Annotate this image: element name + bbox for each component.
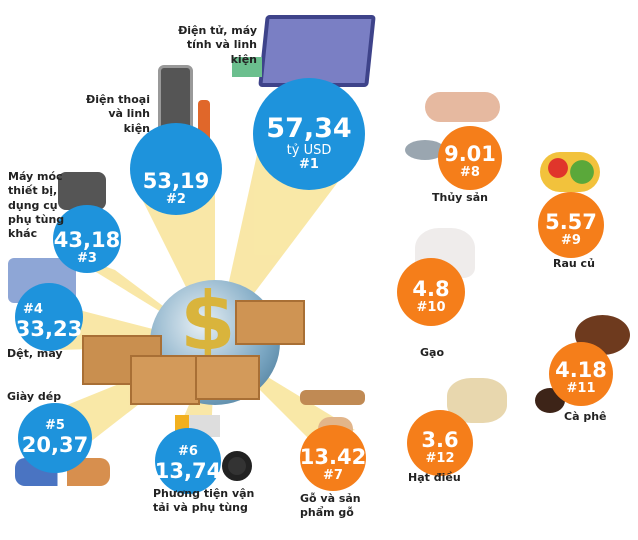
item-value: 20,37 (21, 432, 89, 457)
item-rank: #3 (77, 251, 97, 267)
item-rank: #11 (566, 381, 596, 397)
item-rank: #4 (23, 302, 43, 318)
item-value: 53,19 (142, 169, 210, 194)
item-1-label: Điện tử, máy tính và linh kiện (178, 24, 257, 66)
tire-icon (222, 451, 252, 481)
item-4-circle: #4 33,23 (15, 283, 83, 351)
item-6-circle: #6 13,74 (155, 428, 221, 494)
boxes-icon (195, 355, 260, 400)
item-value: 9.01 (444, 142, 496, 167)
item-5-label: Giày dép (7, 390, 62, 403)
item-value: 5.57 (545, 210, 597, 235)
item-4-label: Dệt, may (7, 347, 63, 360)
item-9-circle: 5.57 #9 (538, 192, 604, 258)
shrimp-icon (425, 92, 500, 122)
item-9-label: Rau củ (553, 257, 595, 270)
item-value: 13.42 (299, 445, 367, 470)
item-10-label: Gạo (420, 346, 445, 359)
item-12-circle: 3.6 #12 (407, 410, 473, 476)
item-value: 33,23 (15, 316, 83, 341)
item-value: 57,34 (266, 112, 352, 144)
item-value: 4.18 (555, 358, 607, 383)
item-10-circle: 4.8 #10 (397, 258, 465, 326)
item-rank: #2 (166, 192, 186, 208)
item-rank: #1 (299, 156, 319, 172)
item-rank: #7 (323, 468, 343, 484)
bench-icon (300, 390, 365, 405)
item-3-label: Máy móc thiết bị, dụng cụ phụ tùng khác (8, 170, 65, 241)
item-11-circle: 4.18 #11 (549, 342, 613, 406)
item-rank: #12 (425, 451, 455, 467)
item-value: 3.6 (421, 428, 459, 453)
item-rank: #8 (460, 165, 480, 181)
item-value: 43,18 (53, 228, 121, 253)
item-8-circle: 9.01 #8 (438, 126, 502, 190)
item-6-label: Phương tiện vận tải và phụ tùng (153, 487, 255, 515)
item-rank: #6 (178, 444, 198, 460)
engine-icon (58, 172, 106, 210)
item-8-label: Thủy sản (432, 191, 488, 204)
item-rank: #9 (561, 233, 581, 249)
item-2-circle: 53,19 #2 (130, 123, 222, 215)
item-1-circle: 57,34 tỷ USD #1 (253, 78, 365, 190)
item-12-label: Hạt điều (408, 471, 461, 484)
dollar-sign-icon: $ (180, 275, 236, 368)
item-value: 13,74 (154, 458, 222, 483)
item-11-label: Cà phê (564, 410, 607, 423)
unit-label: tỷ USD (286, 142, 332, 158)
item-3-circle: 43,18 #3 (53, 205, 121, 273)
item-5-circle: #5 20,37 (18, 403, 92, 473)
item-2-label: Điện thoại và linh kiện (86, 93, 150, 135)
fish-icon (405, 140, 445, 160)
boxes-icon (235, 300, 305, 345)
item-rank: #10 (416, 300, 446, 316)
circuit-board-icon (232, 57, 262, 77)
boxes-icon (130, 355, 200, 405)
item-7-circle: 13.42 #7 (300, 425, 366, 491)
item-value: 4.8 (412, 277, 450, 302)
item-7-label: Gỗ và sản phẩm gỗ (300, 492, 361, 520)
laptop-icon (258, 15, 376, 87)
vegetables-icon (540, 152, 600, 192)
item-rank: #5 (45, 418, 65, 434)
